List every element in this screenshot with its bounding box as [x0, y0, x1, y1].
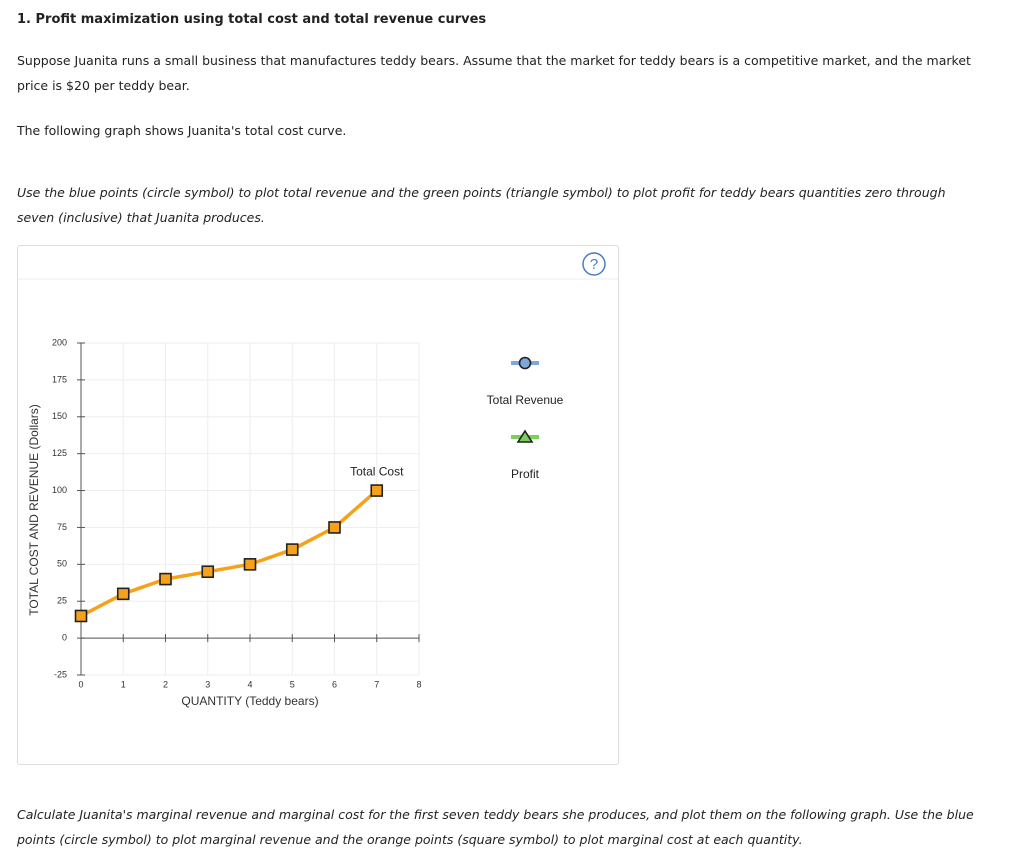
y-tick-label: 0 — [62, 632, 67, 642]
x-tick-label: 8 — [416, 679, 421, 689]
x-tick-label: 0 — [78, 679, 83, 689]
y-tick-label: 200 — [52, 337, 67, 347]
instruction: Use the blue points (circle symbol) to p… — [17, 185, 946, 225]
y-tick-label: 100 — [52, 485, 67, 495]
y-tick-label: 175 — [52, 374, 67, 384]
x-tick-label: 7 — [374, 679, 379, 689]
y-tick-label: 150 — [52, 411, 67, 421]
y-tick-label: -25 — [54, 669, 67, 679]
tool-marker — [516, 429, 534, 443]
series-line — [80, 489, 378, 618]
x-tick-label: 6 — [332, 679, 337, 689]
point-marker — [159, 572, 172, 586]
point-marker — [285, 543, 299, 556]
point-marker — [370, 484, 384, 497]
x-tick-label: 5 — [290, 679, 295, 689]
x-tick-label: 3 — [205, 679, 210, 689]
point-marker — [116, 587, 130, 601]
y-tick-label: 50 — [57, 559, 67, 569]
graph-panel — [17, 245, 619, 765]
y-tick-label: 25 — [57, 596, 67, 606]
help-icon[interactable]: ? — [590, 256, 598, 273]
series-label: Total Cost — [350, 465, 404, 479]
point-marker — [74, 609, 88, 623]
tool-label: Total Revenue — [487, 393, 564, 407]
x-tick-label: 4 — [247, 679, 252, 689]
x-tick-label: 1 — [121, 679, 126, 689]
help-button[interactable] — [582, 252, 606, 276]
y-tick-label: 75 — [57, 522, 67, 532]
tool-label: Profit — [511, 467, 540, 481]
tool-marker — [518, 356, 532, 370]
paragraph: Suppose Juanita runs a small business th… — [17, 53, 971, 93]
x-tick-label: 2 — [163, 679, 168, 689]
point-marker — [201, 565, 215, 579]
point-marker — [243, 558, 257, 571]
y-tick-label: 125 — [52, 448, 67, 458]
x-axis-label: QUANTITY (Teddy bears) — [181, 694, 318, 708]
y-axis-label: TOTAL COST AND REVENUE (Dollars) — [27, 404, 41, 616]
paragraph: The following graph shows Juanita's tota… — [17, 123, 347, 138]
point-marker — [328, 521, 341, 534]
title: 1. Profit maximization using total cost … — [17, 12, 487, 27]
instruction: Calculate Juanita's marginal revenue and… — [17, 807, 974, 847]
